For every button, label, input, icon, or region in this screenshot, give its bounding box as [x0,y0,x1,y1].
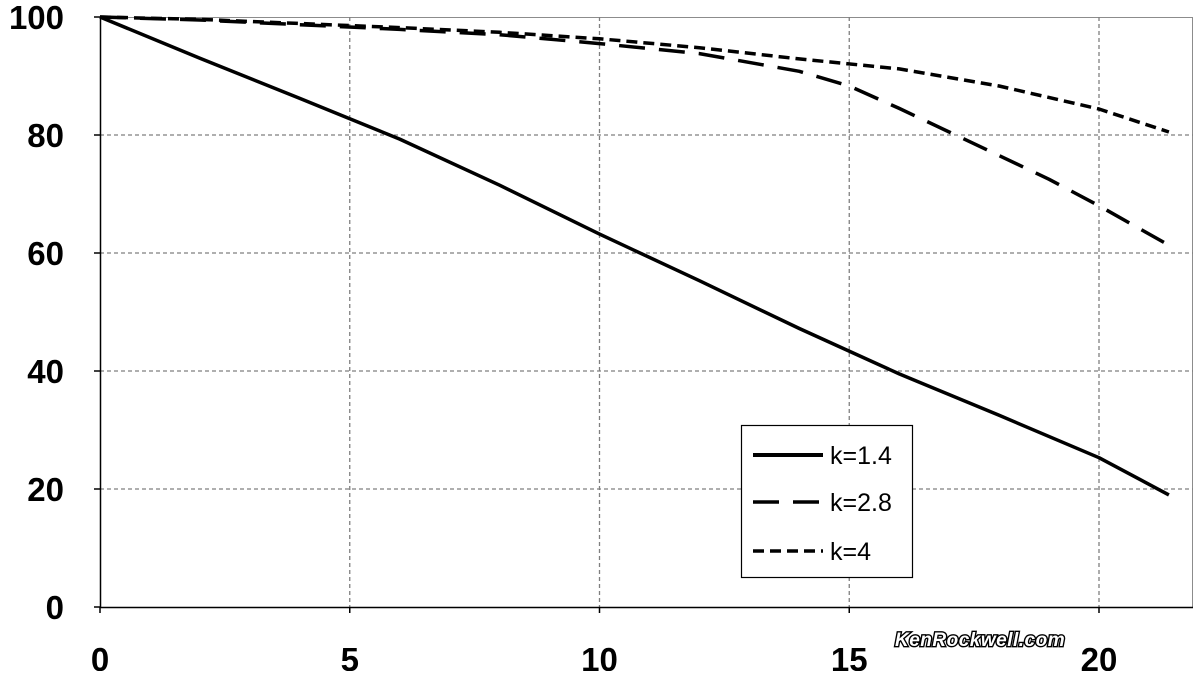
x-tick-label: 15 [831,641,868,671]
legend: k=1.4 k=2.8 k=4 [740,424,914,579]
plot-area [100,17,1193,608]
y-tick-label: 100 [9,0,64,36]
axes [99,17,1193,609]
series-line-2 [99,15,1165,244]
legend-label-1: k=1.4 [830,442,892,470]
x-tick-label: 5 [341,641,359,671]
x-tick-label: 10 [581,641,618,671]
series-line-3 [99,15,1170,134]
x-tick-label: 0 [91,641,109,671]
y-tick-labels: 0 20 40 60 80 100 [9,0,100,626]
grid-lines [100,17,1193,607]
y-tick-label: 60 [27,235,64,272]
x-tick-label: 20 [1081,641,1118,671]
series-line-1 [99,15,1170,497]
legend-label-3: k=4 [830,538,871,566]
watermark: KenRockwell.com [895,630,1065,651]
y-tick-label: 80 [27,117,64,154]
y-tick-label: 40 [27,353,64,390]
x-tick-labels: 0 5 10 15 20 [91,607,1118,676]
y-tick-label: 0 [46,589,64,626]
series-lines [99,15,1170,497]
y-tick-label: 20 [27,471,64,508]
legend-label-2: k=2.8 [830,489,892,517]
